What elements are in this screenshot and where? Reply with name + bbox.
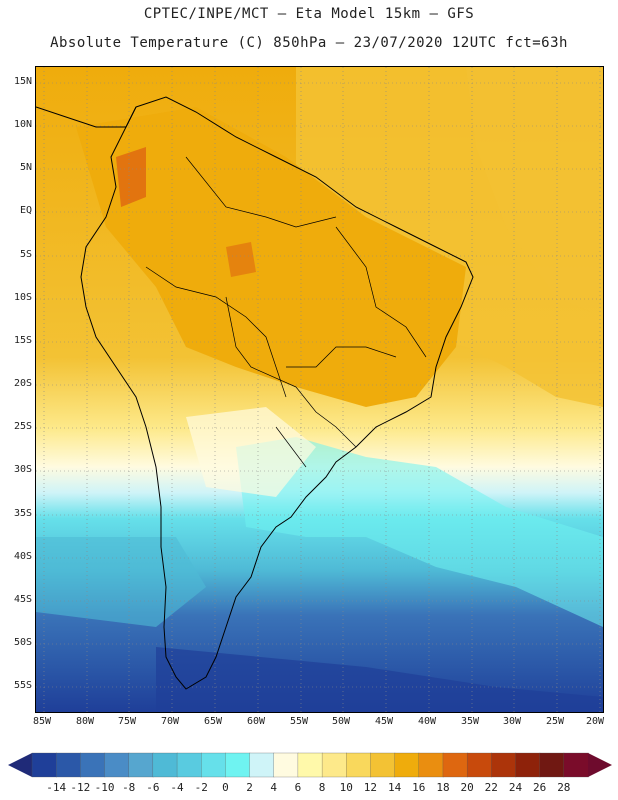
colorbar-swatch: [31, 752, 57, 778]
colorbar-swatch: [80, 752, 106, 778]
colorbar-boxes: [31, 752, 589, 778]
colorbar-swatch: [346, 752, 372, 778]
colorbar-swatch: [563, 752, 589, 778]
colorbar-swatch: [394, 752, 420, 778]
colorbar-swatch: [176, 752, 202, 778]
map-canvas: [36, 67, 603, 712]
lat-label: EQ: [19, 205, 32, 216]
colorbar-tick-label: 18: [436, 781, 450, 794]
lon-label: 80W: [76, 716, 95, 727]
colorbar-swatch: [128, 752, 154, 778]
lat-label: 15N: [13, 76, 32, 87]
colorbar-tick-label: 16: [412, 781, 426, 794]
colorbar-swatch: [104, 752, 130, 778]
colorbar-swatch: [515, 752, 541, 778]
title-line-1: CPTEC/INPE/MCT – Eta Model 15km – GFS: [143, 6, 475, 22]
lat-label: 5S: [19, 249, 32, 260]
lat-label: 10N: [13, 119, 32, 130]
lat-label: 5N: [19, 162, 32, 173]
lat-label: 55S: [13, 680, 32, 691]
lat-label: 25S: [13, 421, 32, 432]
colorbar-swatch: [152, 752, 178, 778]
colorbar-tick-label: 28: [557, 781, 571, 794]
lat-label: 20S: [13, 378, 32, 389]
colorbar-tick-label: 4: [270, 781, 278, 794]
field-mild-zone: [186, 407, 316, 497]
colorbar-tick-label: -2: [194, 781, 208, 794]
lat-label: 35S: [13, 508, 32, 519]
colorbar-tick-label: 0: [222, 781, 229, 794]
title-line-2: Absolute Temperature (C) 850hPa – 23/07/…: [50, 35, 568, 51]
continent-outline: [80, 96, 474, 690]
colorbar-swatch: [539, 752, 565, 778]
colorbar-swatch: [442, 752, 468, 778]
colorbar-tick-label: 14: [387, 781, 402, 794]
lon-label: 70W: [161, 716, 180, 727]
colorbar-tick-label: 2: [246, 781, 253, 794]
colorbar-tick-label: 8: [318, 781, 326, 794]
colorbar-tick-label: -8: [122, 781, 136, 794]
colorbar-swatch: [370, 752, 396, 778]
colorbar-swatch: [491, 752, 517, 778]
colorbar-swatch: [418, 752, 444, 778]
colorbar-tick-label: 6: [294, 781, 302, 794]
temperature-map: [35, 66, 604, 713]
colorbar-swatch: [297, 752, 323, 778]
lon-label: 55W: [290, 716, 309, 727]
colorbar-swatch: [321, 752, 347, 778]
field-continent-core: [76, 107, 466, 407]
colorbar-swatch: [273, 752, 299, 778]
lat-label: 50S: [13, 637, 32, 648]
colorbar-tick-label: 22: [484, 781, 498, 794]
country-borders: [145, 156, 427, 468]
lon-label: 40W: [418, 716, 437, 727]
colorbar-tick-label: -6: [146, 781, 160, 794]
lon-label: 25W: [546, 716, 565, 727]
graticule: [36, 67, 603, 712]
colorbar: [8, 752, 612, 778]
lon-label: 65W: [204, 716, 223, 727]
field-hot-spot-1: [116, 147, 146, 207]
lat-label: 40S: [13, 551, 32, 562]
lat-label: 15S: [13, 335, 32, 346]
colorbar-swatch: [225, 752, 251, 778]
colorbar-tick-label: 20: [460, 781, 474, 794]
colorbar-tick-label: 26: [533, 781, 547, 794]
lon-label: 45W: [375, 716, 394, 727]
colorbar-low-arrow: [8, 753, 32, 777]
central-america-outline: [36, 106, 137, 128]
colorbar-tick-label: 10: [339, 781, 353, 794]
lat-label: 45S: [13, 594, 32, 605]
field-hot-spot-2: [226, 242, 256, 277]
lon-label: 50W: [332, 716, 351, 727]
lon-label: 75W: [118, 716, 137, 727]
lon-label: 85W: [33, 716, 52, 727]
colorbar-swatch: [56, 752, 81, 778]
colorbar-high-arrow: [588, 753, 612, 777]
colorbar-tick-label: 12: [363, 781, 378, 794]
colorbar-swatch: [249, 752, 275, 778]
field-cool-tongue: [236, 437, 603, 627]
colorbar-swatch: [201, 752, 227, 778]
colorbar-tick-label: -4: [170, 781, 184, 794]
lon-label: 20W: [586, 716, 605, 727]
field-cool-west: [36, 537, 206, 627]
lon-label: 30W: [503, 716, 522, 727]
colorbar-tick-label: -14: [46, 781, 67, 794]
lat-label: 10S: [13, 292, 32, 303]
lat-label: 30S: [13, 464, 32, 475]
lon-label: 60W: [247, 716, 266, 727]
lon-label: 35W: [461, 716, 480, 727]
colorbar-swatch: [466, 752, 492, 778]
colorbar-tick-label: -12: [70, 781, 91, 794]
colorbar-tick-label: 24: [508, 781, 523, 794]
field-cold-south: [156, 647, 603, 712]
field-warm-ocean-2: [466, 67, 603, 317]
colorbar-tick-label: -10: [94, 781, 115, 794]
